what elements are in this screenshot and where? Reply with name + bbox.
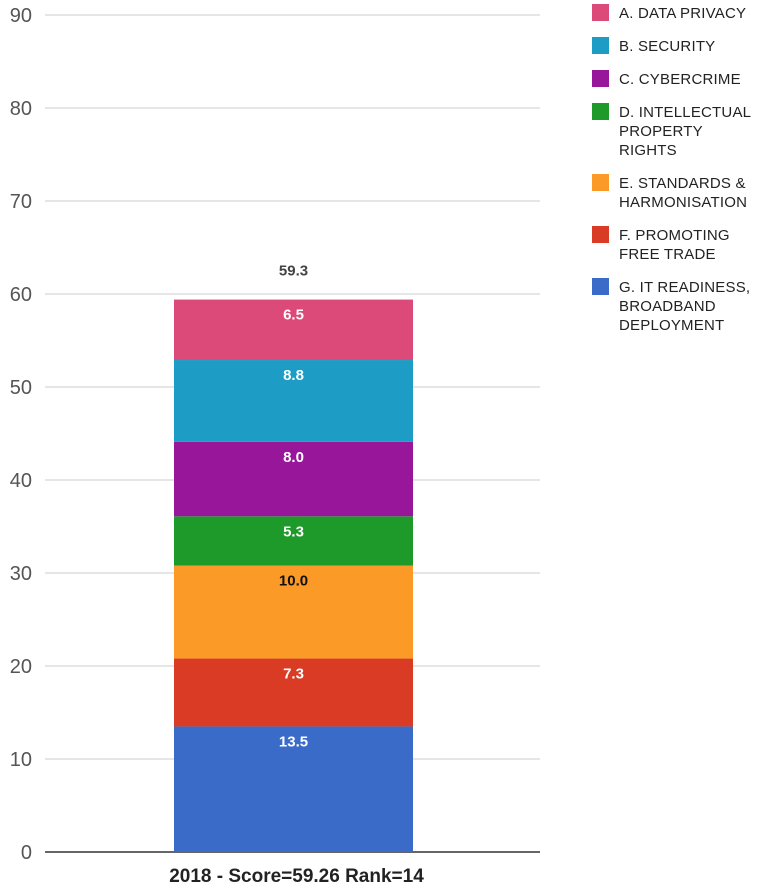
y-tick-label: 10	[10, 749, 32, 771]
bar-segment	[174, 299, 413, 361]
y-tick-label: 30	[10, 563, 32, 585]
bar-segment	[174, 360, 413, 442]
bar-segment	[174, 565, 413, 659]
y-tick-label: 0	[21, 842, 32, 864]
legend-label: A. DATA PRIVACY	[619, 5, 747, 22]
legend-item: G. IT READINESS, BROADBAND DEPLOYMENT	[592, 278, 778, 335]
total-labels: 59.3	[279, 263, 308, 280]
x-category-label: 2018 - Score=59.26 Rank=14	[169, 866, 424, 887]
segment-value-label: 6.5	[283, 307, 304, 324]
segment-value-label: 5.3	[283, 523, 304, 540]
legend-swatch	[592, 4, 609, 21]
y-tick-label: 90	[10, 5, 32, 27]
bar-segment	[174, 516, 413, 566]
legend: A. DATA PRIVACY B. SECURITY C. CYBERCRIME D…	[592, 4, 778, 349]
legend-item: E. STANDARDS & HARMONISATION	[592, 174, 778, 212]
segment-value-label: 10.0	[279, 573, 308, 590]
legend-swatch	[592, 70, 609, 87]
legend-swatch	[592, 174, 609, 191]
legend-swatch	[592, 37, 609, 54]
legend-item: F. PROMOTING FREE TRADE	[592, 226, 778, 264]
y-tick-label: 80	[10, 98, 32, 120]
segment-value-label: 7.3	[283, 666, 304, 683]
legend-label: F. PROMOTING FREE TRADE	[619, 227, 730, 263]
y-tick-label: 60	[10, 284, 32, 306]
legend-item: B. SECURITY	[592, 37, 778, 56]
legend-swatch	[592, 278, 609, 295]
y-axis-ticks: 0 10 20 30 40 50 60 70 80 90	[10, 5, 32, 864]
bar-stack	[174, 299, 413, 852]
legend-label: D. INTELLECTUAL PROPERTY RIGHTS	[619, 104, 752, 159]
legend-swatch	[592, 226, 609, 243]
y-tick-label: 20	[10, 656, 32, 678]
y-tick-label: 50	[10, 377, 32, 399]
segment-value-label: 13.5	[279, 733, 308, 750]
bar-segment	[174, 726, 413, 852]
bar-segment	[174, 441, 413, 517]
y-tick-label: 70	[10, 191, 32, 213]
legend-label: E. STANDARDS & HARMONISATION	[619, 175, 748, 211]
legend-label: C. CYBERCRIME	[619, 71, 741, 88]
segment-labels: 13.5 7.3 10.0 5.3 8.0 8.8 6.5	[279, 307, 308, 751]
bar-segment	[174, 658, 413, 727]
segment-value-label: 8.8	[283, 367, 304, 384]
y-tick-label: 40	[10, 470, 32, 492]
legend-swatch	[592, 103, 609, 120]
legend-label: B. SECURITY	[619, 38, 716, 55]
segment-value-label: 8.0	[283, 449, 304, 466]
legend-item: C. CYBERCRIME	[592, 70, 778, 89]
legend-item: D. INTELLECTUAL PROPERTY RIGHTS	[592, 103, 778, 160]
legend-item: A. DATA PRIVACY	[592, 4, 778, 23]
total-value-label: 59.3	[279, 263, 308, 280]
legend-label: G. IT READINESS, BROADBAND DEPLOYMENT	[619, 279, 751, 334]
x-axis-labels: 2018 - Score=59.26 Rank=14	[169, 866, 424, 887]
